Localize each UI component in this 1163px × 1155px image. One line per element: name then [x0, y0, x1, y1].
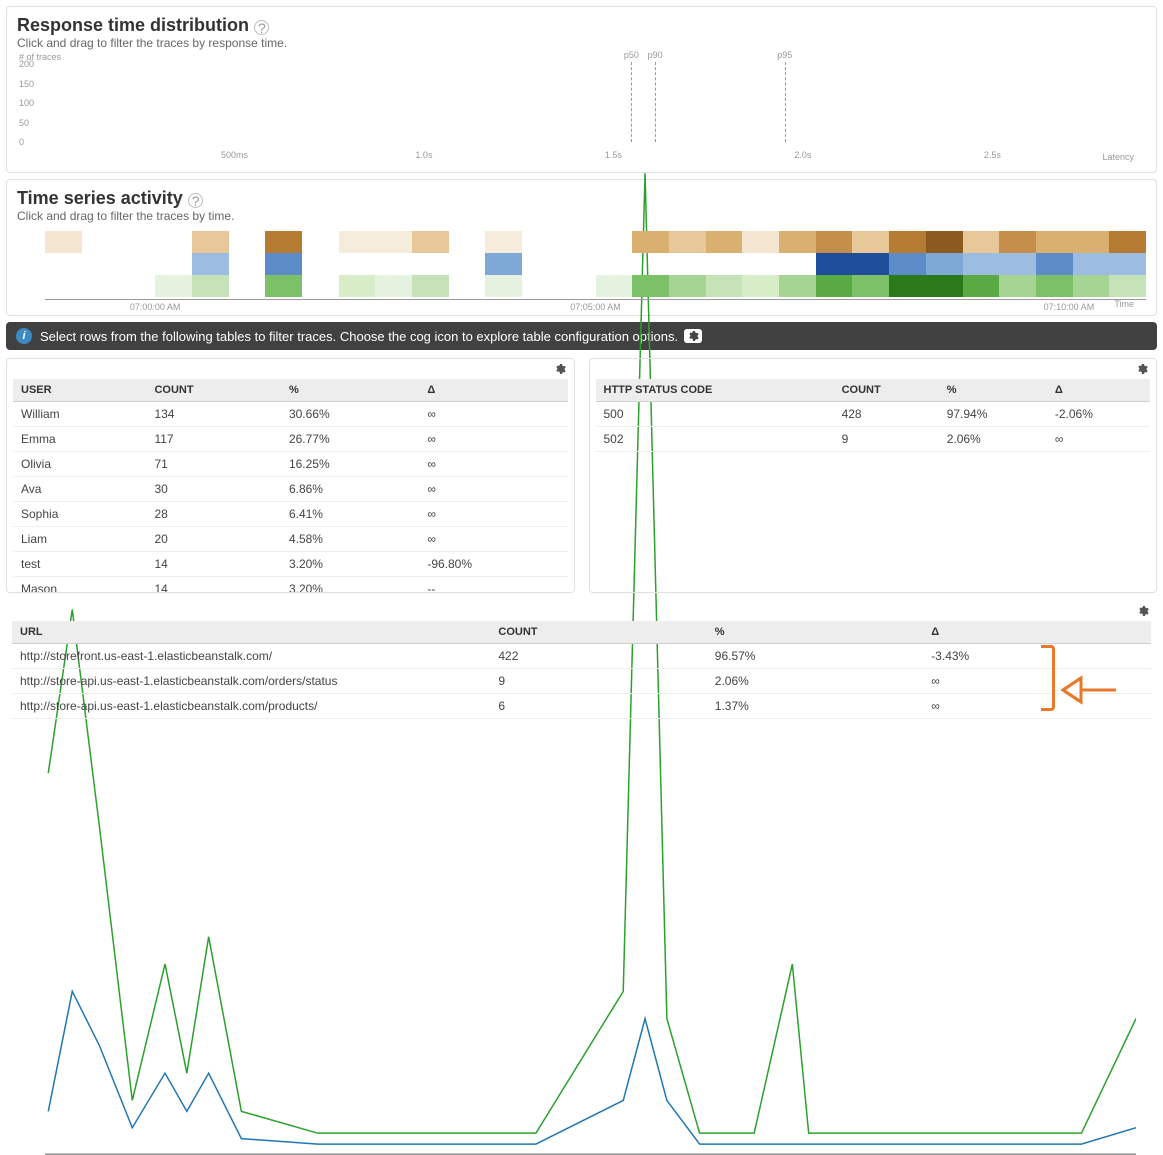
- gear-icon[interactable]: [1136, 363, 1148, 378]
- x-axis-label: Latency: [1102, 152, 1134, 162]
- user-table-box: USERCOUNT%Δ William13430.66%∞Emma11726.7…: [6, 358, 575, 593]
- response-time-chart[interactable]: # of traces 050100150200 p50p90p95 500ms…: [17, 54, 1146, 164]
- gear-icon[interactable]: [554, 363, 566, 378]
- response-time-title: Response time distribution: [17, 15, 249, 35]
- table-row[interactable]: Ava306.86%∞: [13, 477, 568, 502]
- table-row[interactable]: http://storefront.us-east-1.elasticbeans…: [12, 644, 1151, 669]
- table-header[interactable]: COUNT: [490, 621, 706, 644]
- table-row[interactable]: Liam204.58%∞: [13, 527, 568, 552]
- heatmap-chart[interactable]: 07:00:00 AM07:05:00 AM07:10:00 AM Time: [17, 227, 1146, 307]
- table-row[interactable]: http://store-api.us-east-1.elasticbeanst…: [12, 669, 1151, 694]
- table-header[interactable]: URL: [12, 621, 490, 644]
- help-icon[interactable]: ?: [254, 20, 269, 35]
- response-time-subtitle: Click and drag to filter the traces by r…: [17, 36, 1146, 50]
- table-header[interactable]: %: [281, 379, 419, 402]
- table-header[interactable]: USER: [13, 379, 146, 402]
- table-header[interactable]: Δ: [923, 621, 1151, 644]
- table-header[interactable]: COUNT: [834, 379, 939, 402]
- url-table[interactable]: URLCOUNT%Δ http://storefront.us-east-1.e…: [12, 621, 1151, 719]
- table-header[interactable]: %: [939, 379, 1047, 402]
- x-axis-label: Time: [1114, 299, 1134, 309]
- status-table-box: HTTP STATUS CODECOUNT%Δ 50042897.94%-2.0…: [589, 358, 1158, 593]
- table-row[interactable]: Emma11726.77%∞: [13, 427, 568, 452]
- status-table[interactable]: HTTP STATUS CODECOUNT%Δ 50042897.94%-2.0…: [596, 379, 1151, 452]
- table-header[interactable]: Δ: [1047, 379, 1150, 402]
- table-header[interactable]: %: [707, 621, 923, 644]
- url-table-box: URLCOUNT%Δ http://storefront.us-east-1.e…: [6, 601, 1157, 723]
- table-row[interactable]: William13430.66%∞: [13, 402, 568, 427]
- table-header[interactable]: Δ: [419, 379, 567, 402]
- table-row[interactable]: test143.20%-96.80%: [13, 552, 568, 577]
- table-row[interactable]: 50042897.94%-2.06%: [596, 402, 1151, 427]
- info-icon: i: [16, 328, 32, 344]
- table-row[interactable]: 50292.06%∞: [596, 427, 1151, 452]
- table-row[interactable]: Mason143.20%--: [13, 577, 568, 594]
- user-table[interactable]: USERCOUNT%Δ William13430.66%∞Emma11726.7…: [13, 379, 568, 593]
- table-header[interactable]: COUNT: [146, 379, 281, 402]
- table-row[interactable]: http://store-api.us-east-1.elasticbeanst…: [12, 694, 1151, 719]
- table-row[interactable]: Sophia286.41%∞: [13, 502, 568, 527]
- table-header[interactable]: HTTP STATUS CODE: [596, 379, 834, 402]
- response-time-panel: Response time distribution ? Click and d…: [6, 6, 1157, 173]
- table-row[interactable]: Olivia7116.25%∞: [13, 452, 568, 477]
- gear-icon[interactable]: [1137, 605, 1149, 620]
